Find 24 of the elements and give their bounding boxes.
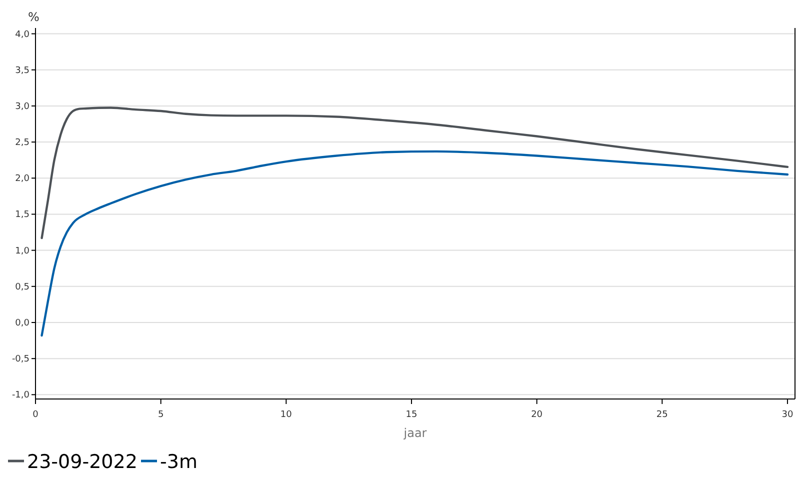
x-tick-label: 5	[158, 410, 164, 420]
y-tick-label: 1,5	[15, 210, 30, 220]
x-tick-label: 0	[32, 410, 39, 420]
x-tick-label: 30	[782, 410, 794, 420]
y-tick-label: 3,5	[15, 66, 30, 76]
x-tick-label: 15	[406, 410, 418, 420]
x-tick-label: 20	[531, 410, 543, 420]
y-axis-title: %	[28, 10, 40, 24]
y-tick-label: -0,5	[12, 354, 30, 365]
legend-label: -3m	[160, 451, 198, 473]
y-tick-label: 2,0	[15, 174, 30, 184]
legend-label: 23-09-2022	[27, 451, 138, 473]
line-series	[40, 106, 789, 240]
x-axis-title: jaar	[402, 426, 427, 440]
y-tick-label: -1,0	[12, 390, 30, 401]
y-tick-label: 0,5	[15, 282, 30, 292]
line-series	[40, 150, 789, 337]
y-tick-label: 4,0	[15, 30, 30, 40]
x-tick-label: 10	[280, 410, 292, 420]
x-tick-label: 25	[656, 410, 668, 420]
y-tick-label: 1,0	[15, 246, 30, 256]
y-tick-label: 3,0	[15, 102, 30, 112]
y-tick-label: 2,5	[15, 138, 30, 148]
y-tick-label: 0,0	[15, 318, 30, 328]
